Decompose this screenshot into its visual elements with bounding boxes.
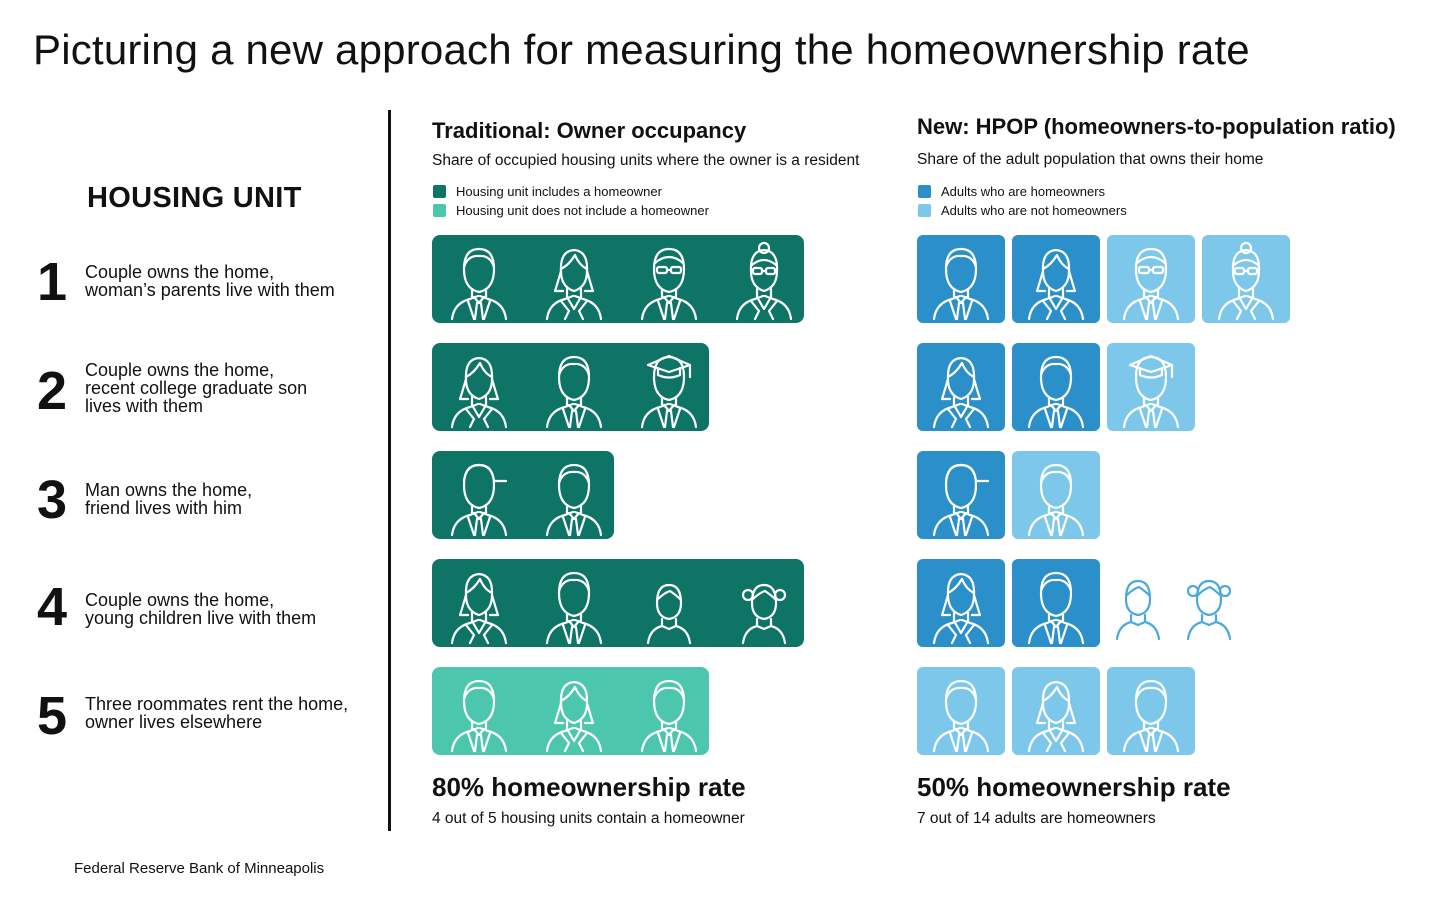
man-figure-icon [1027, 355, 1085, 429]
graduate-figure-icon [640, 354, 698, 429]
traditional-rate-detail: 4 out of 5 housing units contain a homeo… [432, 810, 745, 827]
woman-figure-icon [932, 356, 990, 429]
boy-child-figure-icon [1115, 579, 1161, 641]
boy-figure-icon [646, 583, 692, 645]
hpop-title: New: HPOP (homeowners-to-population rati… [917, 114, 1396, 139]
man-cap-figure-icon [932, 463, 990, 537]
graduate-figure-icon [1122, 354, 1180, 429]
row-4-line-1: Couple owns the home, [85, 590, 275, 610]
row-description-4: Couple owns the home, young children liv… [85, 591, 375, 627]
legend-label: Housing unit includes a homeowner [456, 184, 662, 199]
man-figure-icon [545, 463, 603, 537]
legend-swatch-dark-blue [918, 185, 931, 198]
legend-item-includes-homeowner: Housing unit includes a homeowner [433, 182, 709, 201]
legend-label: Adults who are homeowners [941, 184, 1106, 199]
traditional-rate: 80% homeownership rate [432, 772, 746, 802]
row-4-line-2: young children live with them [85, 608, 317, 628]
row-1-line-2: woman’s parents live with them [85, 280, 335, 300]
legend-label: Adults who are not homeowners [941, 203, 1127, 218]
woman-figure-icon [1027, 680, 1085, 753]
legend-swatch-light-green [433, 204, 446, 217]
row-2-line-2: recent college graduate son [85, 378, 308, 398]
man-figure-icon [1122, 679, 1180, 753]
girl-child-figure-icon [1186, 579, 1232, 641]
legend-item-adult-non-owner: Adults who are not homeowners [918, 201, 1127, 220]
man-glasses-figure-icon [1122, 247, 1180, 321]
man-figure-icon [1027, 463, 1085, 537]
row-number-2: 2 [36, 361, 68, 421]
man-figure-icon [545, 355, 603, 429]
row-number-5: 5 [36, 686, 68, 746]
legend-item-adult-owner: Adults who are homeowners [918, 182, 1127, 201]
woman-figure-icon [1027, 248, 1085, 321]
man-figure-icon [450, 247, 508, 321]
woman-figure-icon [545, 248, 603, 321]
row-description-1: Couple owns the home, woman’s parents li… [85, 263, 375, 299]
hpop-rate: 50% homeownership rate [917, 772, 1231, 802]
hpop-rate-detail: 7 out of 14 adults are homeowners [917, 810, 1156, 827]
man-cap-figure-icon [450, 463, 508, 537]
row-5-line-1: Three roommates rent the home, [85, 694, 349, 714]
woman-glasses-bun-figure-icon [1217, 241, 1275, 321]
man-glasses-figure-icon [640, 247, 698, 321]
housing-unit-heading: HOUSING UNIT [87, 182, 302, 214]
traditional-legend: Housing unit includes a homeowner Housin… [433, 182, 709, 220]
row-description-3: Man owns the home, friend lives with him [85, 481, 375, 517]
man-figure-icon [545, 571, 603, 645]
row-number-3: 3 [36, 470, 68, 530]
page-title: Picturing a new approach for measuring t… [33, 26, 1250, 73]
man-figure-icon [450, 679, 508, 753]
source-credit: Federal Reserve Bank of Minneapolis [74, 860, 325, 877]
row-2-line-3: lives with them [85, 396, 204, 416]
traditional-subtitle: Share of occupied housing units where th… [432, 152, 860, 169]
row-3-line-2: friend lives with him [85, 498, 243, 518]
row-description-2: Couple owns the home, recent college gra… [85, 361, 375, 415]
row-2-line-1: Couple owns the home, [85, 360, 275, 380]
traditional-title: Traditional: Owner occupancy [432, 118, 747, 143]
woman-figure-icon [545, 680, 603, 753]
man-figure-icon [640, 679, 698, 753]
legend-swatch-light-blue [918, 204, 931, 217]
woman-figure-icon [450, 356, 508, 429]
row-1-line-1: Couple owns the home, [85, 262, 275, 282]
hpop-legend: Adults who are homeowners Adults who are… [918, 182, 1127, 220]
legend-item-no-homeowner: Housing unit does not include a homeowne… [433, 201, 709, 220]
girl-figure-icon [741, 583, 787, 645]
row-5-line-2: owner lives elsewhere [85, 712, 263, 732]
column-divider [388, 110, 391, 831]
row-number-4: 4 [36, 577, 68, 637]
man-figure-icon [1027, 571, 1085, 645]
woman-figure-icon [932, 572, 990, 645]
man-figure-icon [932, 247, 990, 321]
row-3-line-1: Man owns the home, [85, 480, 253, 500]
legend-label: Housing unit does not include a homeowne… [456, 203, 709, 218]
row-description-5: Three roommates rent the home, owner liv… [85, 695, 375, 731]
hpop-subtitle: Share of the adult population that owns … [917, 151, 1264, 168]
woman-figure-icon [450, 572, 508, 645]
row-number-1: 1 [36, 252, 68, 312]
man-figure-icon [932, 679, 990, 753]
woman-glasses-bun-figure-icon [735, 241, 793, 321]
legend-swatch-dark-green [433, 185, 446, 198]
